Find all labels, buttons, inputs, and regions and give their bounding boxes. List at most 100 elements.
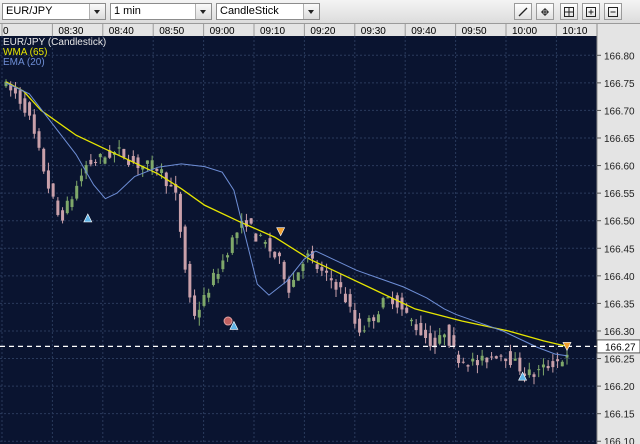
candle-body	[216, 274, 220, 279]
candle-body	[565, 354, 569, 358]
candle-body	[230, 237, 234, 253]
candle-body	[282, 261, 286, 280]
candle-body	[75, 185, 79, 199]
legend-wma: WMA (65)	[3, 47, 47, 58]
candle-body	[70, 199, 74, 207]
wma-line	[5, 81, 568, 348]
price-tick-label: 166.25	[604, 355, 635, 366]
candle-body	[367, 317, 371, 322]
candle-body	[98, 154, 102, 158]
candle-body	[174, 184, 178, 193]
candle-body	[277, 252, 281, 257]
candle-body	[263, 241, 267, 244]
price-tick-label: 166.10	[604, 437, 635, 444]
candle-body	[4, 81, 8, 87]
buy-marker-icon	[83, 213, 93, 223]
candle-body	[94, 161, 98, 163]
chevron-down-icon[interactable]	[303, 4, 319, 19]
candle-body	[183, 226, 187, 270]
candle-body	[523, 373, 527, 376]
candle-body	[461, 361, 465, 363]
candle-body	[18, 90, 22, 104]
candle-body	[292, 279, 296, 287]
time-tick-label: 09:40	[411, 26, 436, 37]
zoom-in-button[interactable]	[582, 3, 600, 20]
time-axis	[0, 24, 597, 36]
candle-body	[268, 238, 272, 252]
candle-body	[221, 260, 225, 270]
candle-body	[178, 193, 182, 232]
price-tick-label: 166.50	[604, 217, 635, 228]
candle-body	[353, 310, 357, 324]
time-tick-label: 08:40	[109, 26, 134, 37]
candle-body	[381, 298, 385, 308]
legend-ema: EMA (20)	[3, 57, 45, 68]
time-tick-label: 09:10	[260, 26, 285, 37]
time-tick-label: 10:10	[562, 26, 587, 37]
zoom-out-button[interactable]	[604, 3, 622, 20]
candle-body	[65, 200, 69, 214]
candle-body	[141, 165, 145, 170]
candle-body	[546, 365, 550, 369]
candle-body	[197, 309, 201, 318]
candle-body	[527, 369, 531, 376]
price-tick-label: 166.35	[604, 299, 635, 310]
candle-body	[490, 356, 494, 358]
candle-body	[405, 307, 409, 313]
candle-body	[532, 374, 536, 377]
candle-body	[414, 324, 418, 331]
chart-grid	[0, 36, 608, 444]
price-tick-label: 166.65	[604, 134, 635, 145]
candle-body	[447, 324, 451, 346]
candle-body	[150, 160, 154, 170]
symbol-select[interactable]: EUR/JPY	[2, 3, 106, 20]
chart-type-select[interactable]: CandleStick	[216, 3, 320, 20]
candle-body	[428, 333, 432, 347]
price-tick-label: 166.40	[604, 272, 635, 283]
price-chart[interactable]: 0 08:30 08:40 08:50 09:00 09:10 09:20 09:30 09:4…	[0, 24, 640, 444]
candle-body	[254, 233, 258, 242]
candle-body	[13, 87, 17, 94]
candle-body	[155, 168, 159, 171]
draw-line-button[interactable]	[514, 3, 532, 20]
legend-main: EUR/JPY (Candlestick)	[3, 37, 106, 48]
chevron-down-icon[interactable]	[195, 4, 211, 19]
price-tick-label: 166.55	[604, 189, 635, 200]
grid-button[interactable]	[560, 3, 578, 20]
time-tick-label: 09:00	[210, 26, 235, 37]
crosshair-icon	[541, 8, 549, 16]
alert-marker-icon	[223, 316, 233, 326]
price-tick-label: 166.30	[604, 327, 635, 338]
time-tick-label: 09:20	[310, 26, 335, 37]
price-tick-label: 166.60	[604, 162, 635, 173]
candle-body	[79, 175, 83, 182]
candle-body	[518, 357, 522, 372]
candle-body	[556, 359, 560, 362]
candle-body	[240, 220, 244, 228]
candle-body	[334, 281, 338, 290]
candle-body	[391, 298, 395, 305]
candle-body	[424, 329, 428, 339]
candle-body	[471, 358, 475, 362]
time-tick-label: 09:30	[361, 26, 386, 37]
draw-line-icon	[518, 7, 528, 17]
time-tick-label: 09:50	[462, 26, 487, 37]
candle-body	[504, 358, 508, 362]
crosshair-button[interactable]	[536, 3, 554, 20]
time-tick-label: 08:50	[159, 26, 184, 37]
chevron-down-icon[interactable]	[89, 4, 105, 19]
candle-body	[169, 184, 173, 187]
time-axis-labels: 0 08:30 08:40 08:50 09:00 09:10 09:20 09:30 09:4…	[1, 24, 638, 37]
price-tick-label: 166.70	[604, 106, 635, 117]
candle-body	[46, 170, 50, 189]
price-tick-label: 166.75	[604, 79, 635, 90]
candle-body	[202, 294, 206, 306]
candle-body	[136, 157, 140, 169]
candle-body	[226, 255, 230, 258]
candle-body	[339, 282, 343, 288]
interval-select[interactable]: 1 min	[110, 3, 212, 20]
candle-body	[433, 337, 437, 348]
candle-body	[9, 83, 13, 91]
chart-toolbar: EUR/JPY 1 min CandleStick	[0, 0, 640, 24]
candle-body	[372, 317, 376, 321]
